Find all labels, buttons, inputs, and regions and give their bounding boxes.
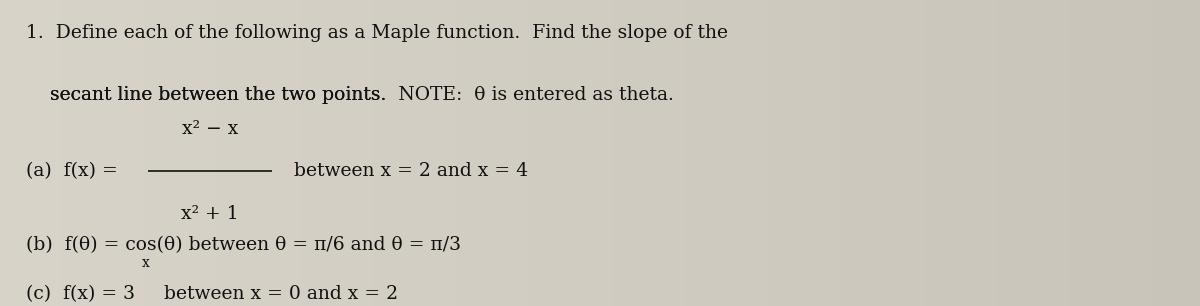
Text: (a)  f(x) =: (a) f(x) = — [26, 162, 124, 180]
Text: x² + 1: x² + 1 — [181, 205, 239, 223]
Text: (b)  f(θ) = cos(θ) between θ = π/6 and θ = π/3: (b) f(θ) = cos(θ) between θ = π/6 and θ … — [26, 236, 461, 254]
Text: secant line between the two points.  NOTE:  θ is entered as theta.: secant line between the two points. NOTE… — [26, 86, 674, 104]
Text: (c)  f(x) = 3: (c) f(x) = 3 — [26, 285, 136, 303]
Text: between x = 0 and x = 2: between x = 0 and x = 2 — [157, 285, 397, 303]
Text: between x = 2 and x = 4: between x = 2 and x = 4 — [282, 162, 528, 180]
Text: x² − x: x² − x — [182, 120, 238, 137]
Text: 1.  Define each of the following as a Maple function.  Find the slope of the: 1. Define each of the following as a Map… — [26, 24, 728, 43]
Text: x: x — [142, 256, 150, 270]
Text: secant line between the two points.: secant line between the two points. — [26, 86, 398, 104]
